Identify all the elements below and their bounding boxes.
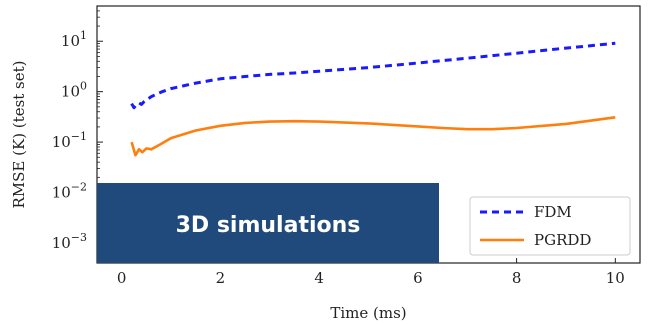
title-overlay: 3D simulations [97,183,439,263]
x-tick-label: 8 [512,269,522,287]
series-line-pgrdd [130,116,616,157]
x-axis-label: Time (ms) [330,304,406,322]
x-tick-label: 4 [314,269,324,287]
y-tick-label: 10−2 [52,181,87,202]
x-tick-label: 2 [216,269,226,287]
title-overlay-background [97,183,439,263]
y-tick-label: 10−3 [52,231,87,252]
y-axis-label: RMSE (K) (test set) [10,60,28,208]
y-tick-label: 10−1 [52,130,87,151]
legend-label-pgrdd: PGRDD [534,231,591,249]
series-line-fdm [130,41,616,110]
legend: FDM PGRDD [469,196,631,256]
x-tick-label: 6 [413,269,423,287]
y-tick-label: 100 [61,80,87,101]
legend-label-fdm: FDM [534,203,572,221]
x-tick-label: 0 [117,269,127,287]
series-layer [130,41,616,157]
x-tick-label: 10 [606,269,625,287]
title-overlay-text: 3D simulations [176,213,361,238]
y-tick-label: 101 [61,29,87,50]
